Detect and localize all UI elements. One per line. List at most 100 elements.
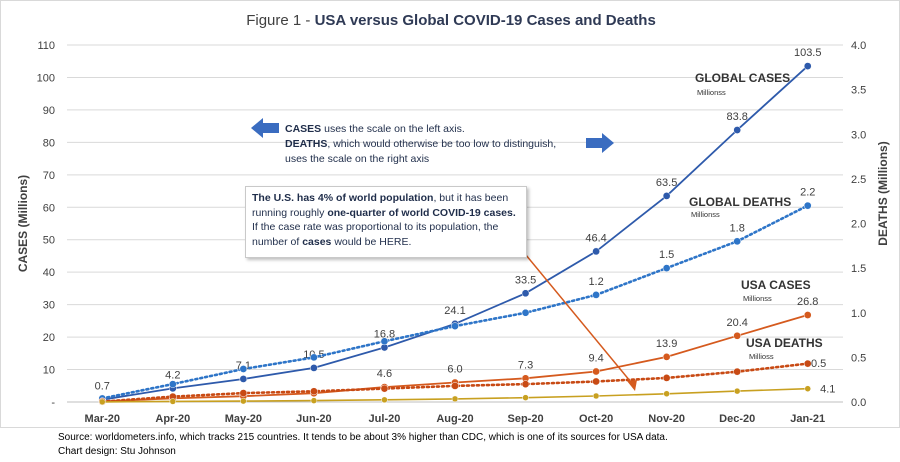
data-label: 16.8 (374, 328, 395, 340)
data-point (733, 367, 742, 376)
data-point (733, 387, 741, 395)
chart-title-main: USA versus Global COVID-19 Cases and Dea… (315, 12, 656, 29)
axis-note-line1: CASES uses the scale on the left axis. (285, 123, 465, 135)
usa-deaths-value: 0.5 (811, 358, 826, 370)
data-point (592, 247, 600, 256)
chart-title-prefix: Figure 1 - (246, 12, 314, 29)
data-point (451, 382, 459, 390)
x-tick-label: Nov-20 (648, 413, 685, 425)
data-label: 2.2 (800, 187, 815, 199)
data-point (521, 289, 530, 298)
chart-frame: Figure 1 - USA versus Global COVID-19 Ca… (0, 0, 900, 428)
data-label: 83.8 (726, 111, 747, 123)
right-arrow-icon (586, 133, 614, 153)
axis-note-deaths-rest: , which would otherwise be too low to di… (327, 138, 556, 150)
data-point (380, 337, 389, 346)
axis-note-cases-bold: CASES (285, 123, 321, 135)
x-tick-label: Apr-20 (155, 413, 190, 425)
footer-source: Source: worldometers.info, which tracks … (58, 432, 668, 443)
y-left-tick-label: 20 (43, 332, 55, 344)
data-point (239, 389, 248, 397)
data-point (168, 380, 177, 388)
data-point (663, 390, 670, 398)
left-arrow-icon (251, 118, 279, 138)
data-label: 46.4 (585, 232, 606, 244)
data-label: 7.3 (518, 359, 533, 371)
axis-note-line3: uses the scale on the right axis (285, 153, 429, 165)
data-label: 24.1 (444, 305, 465, 317)
global-deaths-sublabel: Millionss (691, 210, 720, 219)
data-label: 1.5 (659, 249, 674, 261)
global-cases-label: GLOBAL CASES (695, 71, 790, 85)
data-point (803, 62, 812, 70)
data-label: 4.1 (820, 384, 835, 396)
data-point (310, 387, 318, 396)
x-tick-label: Oct-20 (579, 413, 613, 425)
data-label: 0.7 (95, 381, 110, 393)
y-left-tick-label: 30 (43, 300, 55, 312)
data-label: 6.0 (447, 364, 462, 376)
note-text-2: If the case rate was proportional to its… (252, 221, 499, 248)
x-tick-label: Sep-20 (508, 413, 544, 425)
data-point (522, 394, 529, 401)
y-left-tick-label: 40 (43, 267, 55, 279)
y-left-tick-label: 50 (43, 235, 55, 247)
data-point (803, 359, 812, 368)
y-left-tick-label: - (51, 397, 55, 409)
data-point (380, 384, 389, 393)
data-point (592, 291, 600, 299)
y-right-tick-label: 2.0 (851, 219, 866, 231)
here-pointer-line (520, 248, 636, 388)
axis-note-deaths-bold: DEATHS (285, 138, 327, 150)
x-tick-label: Jul-20 (369, 413, 401, 425)
data-label: 1.2 (588, 276, 603, 288)
data-point (239, 365, 248, 373)
x-tick-label: Aug-20 (436, 413, 473, 425)
x-tick-label: May-20 (225, 413, 262, 425)
data-point (733, 237, 742, 246)
data-label: 13.9 (656, 338, 677, 350)
data-label: 26.8 (797, 296, 818, 308)
data-point (521, 380, 530, 388)
data-point (240, 397, 247, 405)
y-left-axis-title: CASES (Millions) (16, 175, 30, 272)
chart-title: Figure 1 - USA versus Global COVID-19 Ca… (246, 12, 656, 29)
x-tick-label: Jan-21 (790, 413, 825, 425)
y-left-tick-label: 70 (43, 170, 55, 182)
axis-note-cases-rest: uses the scale on the left axis. (321, 123, 465, 135)
global-cases-sublabel: Millionss (697, 88, 726, 97)
data-point (803, 311, 812, 319)
data-label: 4.6 (377, 368, 392, 380)
data-point (592, 367, 600, 376)
data-point (310, 397, 318, 404)
usa-cases-sublabel: Millionss (743, 294, 772, 303)
data-label: 103.5 (794, 47, 822, 59)
data-point (99, 398, 106, 406)
global-deaths-label: GLOBAL DEATHS (689, 195, 791, 209)
y-right-tick-label: 0.5 (851, 352, 866, 364)
x-tick-label: Mar-20 (85, 413, 120, 425)
data-label: 33.5 (515, 274, 536, 286)
usa-cases-label: USA CASES (741, 278, 811, 292)
data-point (310, 364, 318, 372)
data-label: 63.5 (656, 177, 677, 189)
y-right-tick-label: 4.0 (851, 40, 866, 52)
data-label: 9.4 (588, 352, 603, 364)
data-label: 4.2 (165, 369, 180, 381)
usa-deaths-label: USA DEATHS (746, 336, 823, 350)
data-point (662, 353, 671, 361)
usa-deaths-sublabel: Millioss (749, 352, 774, 361)
data-label: 1.8 (730, 222, 745, 234)
x-tick-label: Jun-20 (296, 413, 331, 425)
data-point (804, 385, 811, 392)
y-left-tick-label: 60 (43, 202, 55, 214)
data-point (381, 396, 388, 404)
data-point (169, 398, 177, 405)
data-point (733, 331, 742, 340)
note-text-1: , but it has been running roughly (252, 192, 509, 219)
data-point (521, 308, 530, 317)
y-left-tick-label: 110 (37, 40, 55, 52)
y-right-tick-label: 2.5 (851, 174, 866, 186)
data-point (592, 392, 600, 400)
data-point (662, 374, 671, 382)
